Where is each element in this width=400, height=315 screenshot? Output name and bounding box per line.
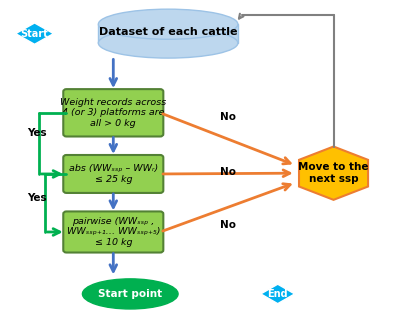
Text: No: No [220, 112, 236, 122]
FancyBboxPatch shape [63, 89, 163, 136]
Polygon shape [261, 284, 295, 304]
Polygon shape [299, 146, 368, 200]
Text: Start: Start [21, 29, 48, 39]
Text: pairwise (WWₛₛₚ ,
WWₛₛₚ₊₁… WWₛₛₚ₊₅)
≤ 10 kg: pairwise (WWₛₛₚ , WWₛₛₚ₊₁… WWₛₛₚ₊₅) ≤ 10… [66, 217, 160, 247]
Text: Move to the
next ssp: Move to the next ssp [298, 162, 369, 184]
FancyBboxPatch shape [98, 24, 238, 43]
Text: No: No [220, 220, 236, 230]
Text: Weight records across
4 (or 3) platforms are
all > 0 kg: Weight records across 4 (or 3) platforms… [60, 98, 166, 128]
FancyBboxPatch shape [63, 155, 163, 193]
Text: Yes: Yes [27, 193, 46, 203]
Text: Yes: Yes [27, 128, 46, 138]
Text: abs (WWₛₛₚ – WWᵣ)
≤ 25 kg: abs (WWₛₛₚ – WWᵣ) ≤ 25 kg [69, 164, 158, 184]
Ellipse shape [82, 279, 178, 309]
Polygon shape [16, 23, 54, 44]
Text: Start point: Start point [98, 289, 162, 299]
Ellipse shape [98, 28, 238, 58]
Text: Dataset of each cattle: Dataset of each cattle [99, 27, 237, 37]
Text: No: No [220, 167, 236, 177]
Ellipse shape [98, 9, 238, 39]
FancyBboxPatch shape [63, 211, 163, 253]
Text: End: End [268, 289, 288, 299]
